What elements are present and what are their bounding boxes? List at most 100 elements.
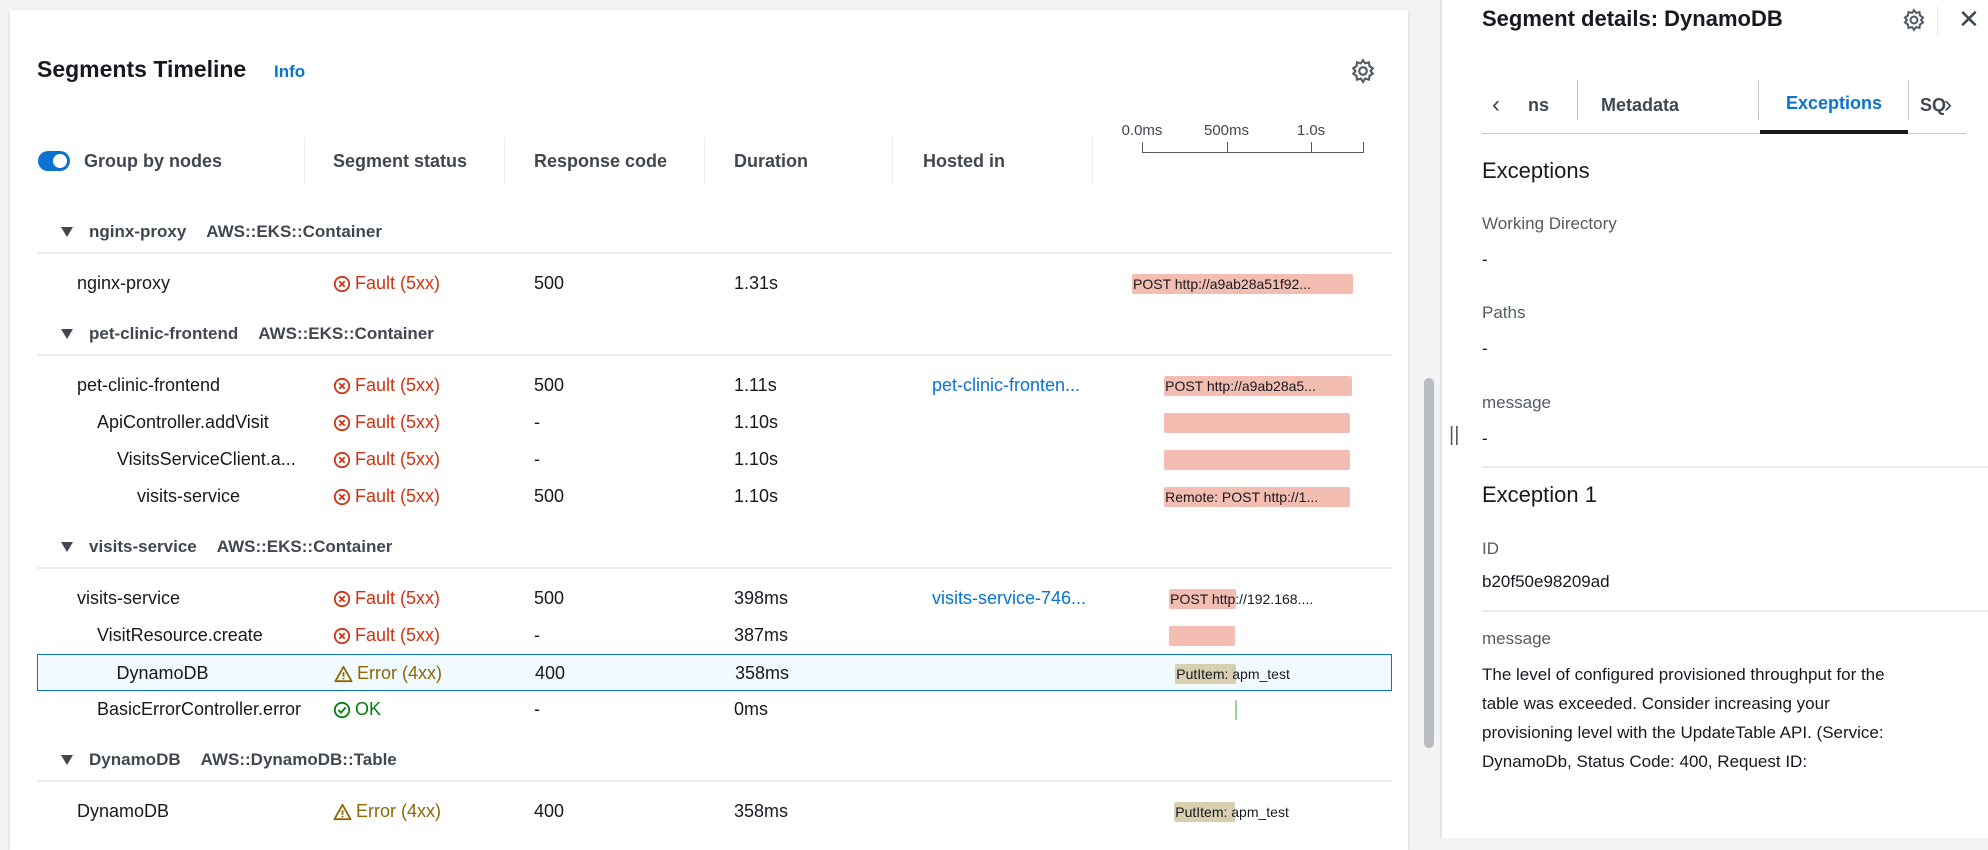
segment-status: Fault (5xx) — [333, 580, 440, 617]
duration: 358ms — [735, 663, 790, 683]
bar-label: Remote: POST http://1... — [1165, 489, 1319, 505]
paths-label: Paths — [1482, 303, 1526, 322]
tab-metadata[interactable]: Metadata — [1601, 94, 1680, 115]
gear-icon[interactable] — [1350, 58, 1376, 84]
bar-label: POST http://a9ab28a51f92... — [1133, 276, 1311, 292]
segment-status: Error (4xx) — [333, 793, 441, 830]
response-code: 500 — [534, 588, 565, 608]
page-title: Segments Timeline — [37, 56, 247, 82]
response-code: 400 — [535, 663, 566, 683]
table-row[interactable]: VisitResource.create Fault (5xx) - 387ms — [37, 617, 1392, 654]
segment-status: Fault (5xx) — [333, 367, 440, 404]
segments-timeline-panel: Segments Timeline Info Group by nodes Se… — [10, 10, 1408, 850]
column-hosted-in[interactable]: Hosted in — [923, 150, 1006, 171]
bar-label: PutItem: apm_test — [1176, 666, 1290, 682]
response-code: 500 — [534, 375, 565, 395]
table-row[interactable]: DynamoDB Error (4xx) 400 358ms PutItem: … — [37, 654, 1392, 691]
panel-divider[interactable] — [1440, 0, 1442, 838]
caret-down-icon[interactable] — [61, 329, 73, 339]
group-header[interactable]: pet-clinic-frontend AWS::EKS::Container — [37, 314, 1392, 356]
response-code: - — [534, 625, 540, 645]
segment-status: Fault (5xx) — [333, 404, 440, 441]
working-directory-value: - — [1482, 250, 1488, 269]
duration: 387ms — [734, 625, 789, 645]
gear-icon[interactable] — [1902, 8, 1926, 32]
timeline-bar[interactable]: POST http://a9ab28a51f92... — [1132, 274, 1354, 294]
node-group: DynamoDB AWS::DynamoDB::Table DynamoDB E… — [10, 728, 1392, 830]
group-type: AWS::EKS::Container — [258, 324, 434, 343]
chevron-left-icon[interactable]: ‹ — [1492, 91, 1500, 118]
timeline-bar[interactable]: PutItem: apm_test — [1174, 802, 1289, 822]
node-group: visits-service AWS::EKS::Container visit… — [10, 515, 1392, 728]
duration: 1.31s — [734, 273, 779, 293]
response-code: 400 — [534, 801, 565, 821]
segment-status: Fault (5xx) — [333, 441, 440, 478]
group-header[interactable]: DynamoDB AWS::DynamoDB::Table — [37, 740, 1392, 782]
exception-message: The level of configured provisioned thro… — [1482, 665, 1885, 771]
segment-status: Fault (5xx) — [333, 617, 440, 654]
tab-annotations[interactable]: ns — [1528, 94, 1550, 115]
duration: 1.10s — [734, 449, 779, 469]
table-row[interactable]: nginx-proxy Fault (5xx) 500 1.31s POST h… — [37, 265, 1392, 302]
timeline-bar[interactable]: PutItem: apm_test — [1175, 664, 1290, 684]
timeline-bar[interactable] — [1164, 450, 1350, 470]
caret-down-icon[interactable] — [61, 542, 73, 552]
segment-name: visits-service — [77, 588, 181, 608]
tab-exceptions[interactable]: Exceptions — [1760, 76, 1908, 134]
column-duration[interactable]: Duration — [734, 150, 808, 171]
group-name: DynamoDB — [89, 750, 181, 769]
timeline-bar[interactable]: POST http://a9ab28a5... — [1164, 376, 1352, 396]
details-tabs: ‹ ns Metadata Exceptions SQ › — [1482, 76, 1966, 134]
id-label: ID — [1482, 539, 1499, 558]
bar-label: POST http://192.168.... — [1170, 591, 1314, 607]
fault-icon — [333, 414, 355, 432]
fault-icon — [333, 275, 355, 293]
segment-status: OK — [333, 691, 381, 728]
table-row[interactable]: visits-service Fault (5xx) 500 1.10s Rem… — [37, 478, 1392, 515]
group-type: AWS::DynamoDB::Table — [200, 750, 397, 769]
close-icon[interactable]: ✕ — [1958, 4, 1980, 34]
segment-name: ApiController.addVisit — [97, 412, 269, 432]
chevron-right-icon[interactable]: › — [1944, 91, 1952, 118]
group-name: visits-service — [89, 537, 197, 556]
exception-message-label: message — [1482, 629, 1551, 648]
scrollbar[interactable] — [1424, 378, 1434, 748]
table-row[interactable]: visits-service Fault (5xx) 500 398ms vis… — [37, 580, 1392, 617]
response-code: 500 — [534, 486, 565, 506]
group-by-nodes-toggle[interactable] — [38, 151, 70, 171]
segment-status: Error (4xx) — [334, 655, 442, 692]
fault-icon — [333, 377, 355, 395]
info-link[interactable]: Info — [274, 62, 306, 81]
hosted-in-link[interactable]: visits-service-746... — [932, 588, 1087, 608]
group-header[interactable]: visits-service AWS::EKS::Container — [37, 527, 1392, 569]
resize-handle-icon[interactable]: || — [1449, 424, 1460, 446]
table-row[interactable]: DynamoDB Error (4xx) 400 358ms PutItem: … — [37, 793, 1392, 830]
timeline-bar[interactable] — [1169, 626, 1235, 646]
table-row[interactable]: BasicErrorController.error OK - 0ms — [37, 691, 1392, 728]
tab-sql[interactable]: SQ — [1920, 94, 1947, 115]
table-row[interactable]: pet-clinic-frontend Fault (5xx) 500 1.11… — [37, 367, 1392, 404]
segment-details-panel: Segment details: DynamoDB ✕ || ‹ ns Meta… — [1442, 0, 1988, 838]
fault-icon — [333, 590, 355, 608]
axis-tick — [1311, 142, 1312, 153]
timeline-bar[interactable]: Remote: POST http://1... — [1164, 487, 1350, 507]
group-type: AWS::EKS::Container — [206, 222, 382, 241]
caret-down-icon[interactable] — [61, 755, 73, 765]
timeline-bar[interactable] — [1164, 413, 1350, 433]
response-code: 500 — [534, 273, 565, 293]
warning-icon — [334, 665, 357, 683]
column-response-code[interactable]: Response code — [534, 150, 668, 171]
check-circle-icon — [333, 701, 355, 719]
timeline-bar[interactable] — [1235, 700, 1238, 720]
timeline-bar[interactable]: POST http://192.168.... — [1169, 589, 1313, 609]
group-header[interactable]: nginx-proxy AWS::EKS::Container — [37, 212, 1392, 254]
axis-tick — [1142, 142, 1143, 153]
table-row[interactable]: ApiController.addVisit Fault (5xx) - 1.1… — [37, 404, 1392, 441]
segment-name: pet-clinic-frontend — [77, 375, 221, 395]
caret-down-icon[interactable] — [61, 227, 73, 237]
hosted-in-link[interactable]: pet-clinic-fronten... — [932, 375, 1081, 395]
column-segment-status[interactable]: Segment status — [333, 150, 468, 171]
table-row[interactable]: VisitsServiceClient.a... Fault (5xx) - 1… — [37, 441, 1392, 478]
table-header: Group by nodes Segment status Response c… — [10, 138, 1408, 184]
response-code: - — [534, 449, 540, 469]
